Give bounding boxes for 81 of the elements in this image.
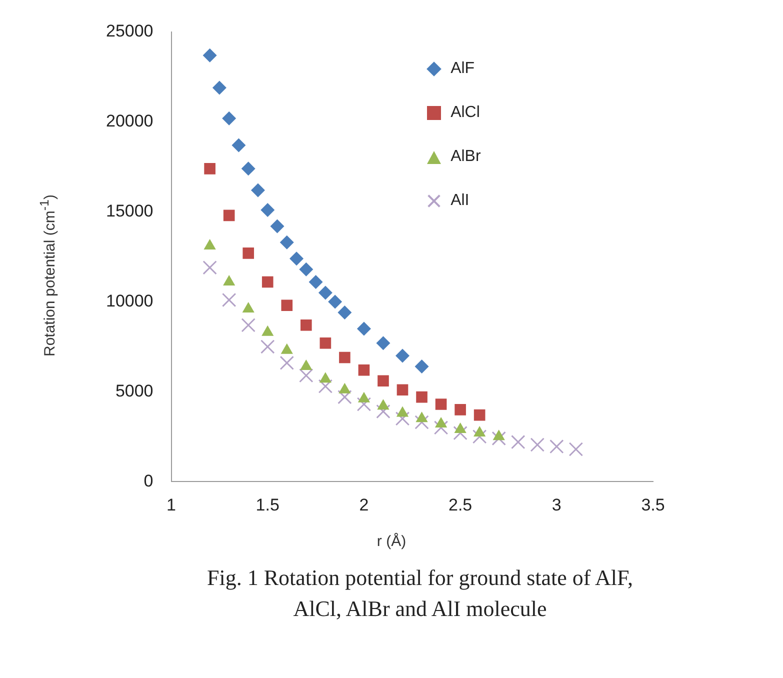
point (222, 111, 236, 126)
point (376, 404, 390, 419)
x-tick-label: 1 (166, 495, 176, 514)
point (319, 372, 332, 383)
point (260, 203, 275, 218)
point (356, 322, 371, 336)
point (328, 294, 342, 309)
legend-label: AlI (450, 192, 470, 210)
y-tick-label: 10000 (106, 291, 154, 310)
point (232, 138, 246, 152)
point (241, 162, 256, 176)
legend-label: AlBr (450, 148, 481, 166)
x-tick-label: 2 (359, 495, 369, 514)
point (568, 442, 584, 456)
point (339, 352, 350, 364)
point (260, 340, 275, 354)
point (453, 426, 468, 440)
text: Fig. 1 Rotation potential for ground state of AlF, AlCl, AlBr and AlI molecule (206, 564, 634, 623)
point (300, 319, 312, 331)
point (511, 434, 526, 450)
y-tick-label: 15000 (106, 202, 154, 221)
point (530, 438, 544, 452)
y-tick-label: 0 (144, 471, 154, 490)
x-axis-title: r (Å) (376, 533, 408, 550)
legend-label: AlF (450, 60, 475, 78)
point (416, 412, 428, 422)
point (270, 219, 284, 234)
point (378, 375, 389, 387)
point (416, 391, 428, 403)
point (280, 356, 294, 370)
x-tick-label: 1.5 (256, 495, 280, 514)
x-tick-label: 3.5 (641, 495, 665, 514)
point (222, 292, 236, 308)
point (250, 183, 265, 198)
point (212, 80, 226, 95)
point (318, 379, 333, 394)
y-tick-label: 5000 (115, 381, 154, 400)
y-tick-label: 20000 (106, 112, 154, 131)
point (281, 300, 293, 312)
point (299, 262, 314, 276)
point (395, 412, 410, 426)
point (492, 431, 506, 446)
point (414, 415, 429, 430)
y-tick-label: 25000 (106, 22, 154, 41)
point (472, 430, 487, 444)
point (434, 417, 448, 428)
point (454, 404, 466, 416)
point (338, 306, 352, 320)
point (377, 399, 390, 410)
point (204, 163, 216, 174)
point (492, 430, 505, 440)
point (308, 274, 323, 289)
point (262, 276, 274, 288)
point (318, 286, 332, 300)
x-tick-label: 2.5 (448, 495, 472, 514)
x-tick-label: 3 (552, 495, 562, 514)
point (474, 426, 486, 437)
point (300, 360, 312, 370)
point (356, 397, 372, 412)
legend-label: AlCl (450, 104, 480, 122)
point (414, 360, 429, 374)
point (434, 420, 448, 435)
point (396, 406, 409, 417)
point (204, 239, 216, 250)
point (290, 252, 304, 266)
point (474, 409, 486, 421)
point (358, 364, 370, 376)
point (435, 398, 447, 410)
point (241, 318, 256, 332)
point (299, 368, 314, 383)
point (223, 210, 235, 222)
point (550, 439, 564, 454)
point (280, 235, 294, 250)
point (376, 336, 390, 350)
point (338, 390, 352, 404)
point (396, 384, 408, 396)
point (202, 48, 217, 62)
point (396, 348, 410, 363)
point (202, 260, 217, 275)
point (320, 337, 332, 349)
point (242, 248, 254, 259)
